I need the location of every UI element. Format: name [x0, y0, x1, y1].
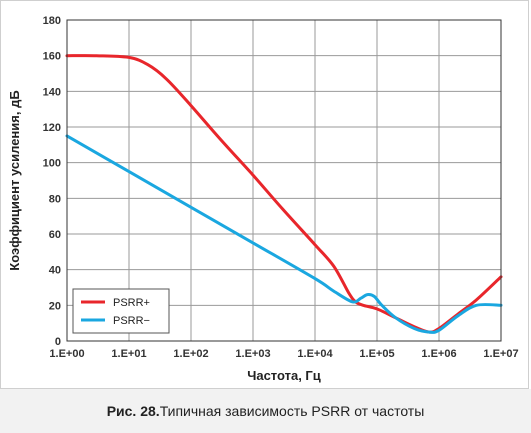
y-tick-label: 180: [43, 15, 61, 27]
x-tick-label: 1.E+04: [297, 348, 333, 360]
y-tick-label: 120: [43, 122, 61, 134]
caption-lead: Рис. 28.: [106, 403, 160, 419]
series-lines: [65, 54, 503, 334]
chart-frame: 0 20 40 60 80 100 120 140 160 180 1.E+00 1.E+01 1.E+…: [0, 0, 529, 389]
x-tick-label: 1.E+02: [173, 348, 208, 360]
legend-label-psrr-minus: PSRR−: [113, 315, 150, 327]
y-tick-label: 20: [49, 300, 61, 312]
x-tick-label: 1.E+06: [421, 348, 456, 360]
y-tick-label: 80: [49, 193, 61, 205]
caption-text: Типичная зависимость PSRR от частоты: [159, 403, 425, 419]
x-tick-label: 1.E+01: [111, 348, 146, 360]
legend-label-psrr-plus: PSRR+: [113, 297, 150, 309]
x-tick-label: 1.E+00: [49, 348, 84, 360]
y-tick-label: 100: [43, 158, 61, 170]
plot-area-border: [66, 19, 502, 342]
x-tick-label: 1.E+07: [483, 348, 518, 360]
legend: PSRR+ PSRR−: [72, 288, 170, 334]
x-tick-label: 1.E+05: [359, 348, 394, 360]
series-line-psrr-minus: [65, 134, 503, 334]
tick-labels: 0 20 40 60 80 100 120 140 160 180 1.E+00 1.E+01 1.E+…: [43, 15, 519, 360]
y-tick-label: 60: [49, 229, 61, 241]
y-tick-label: 140: [43, 86, 61, 98]
y-axis-label: Коэффициент усиления, дБ: [7, 90, 22, 270]
y-tick-label: 160: [43, 51, 61, 63]
legend-box: [72, 288, 170, 334]
x-axis-label: Частота, Гц: [247, 368, 321, 383]
psrr-chart: 0 20 40 60 80 100 120 140 160 180 1.E+00 1.E+01 1.E+…: [7, 15, 519, 383]
figure-caption: Рис. 28. Типичная зависимость PSRR от ча…: [0, 389, 531, 433]
y-tick-label: 40: [49, 265, 61, 277]
x-tick-label: 1.E+03: [235, 348, 270, 360]
y-tick-label: 0: [55, 336, 61, 348]
